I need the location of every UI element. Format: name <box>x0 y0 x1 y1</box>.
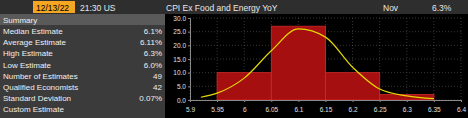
x-tick-mark <box>326 100 327 102</box>
summary-title-bg <box>0 14 165 25</box>
summary-value: 6.0% <box>144 61 162 70</box>
histogram-bar <box>271 26 325 100</box>
x-tick: 6.1 <box>294 100 303 113</box>
summary-label: Qualified Economists <box>3 83 78 92</box>
histogram-bar <box>326 73 380 100</box>
summary-label: Low Estimate <box>3 61 52 70</box>
y-axis: 0.0 5.0 10.0 15.0 20.0 25.0 30.0 <box>173 15 190 104</box>
y-tick-mark <box>188 32 190 33</box>
summary-label: Standard Deviation <box>3 94 71 103</box>
y-axis-line <box>188 19 191 101</box>
y-tick-label: 30.0 <box>173 15 186 22</box>
header-bg <box>0 0 468 14</box>
y-tick-label: 20.0 <box>173 42 186 49</box>
x-tick-label: 6.25 <box>374 106 387 113</box>
x-tick-label: 6.3 <box>403 106 412 113</box>
x-tick-mark <box>407 100 408 102</box>
y-tick: 30.0 <box>173 15 190 22</box>
y-tick: 25.0 <box>173 28 190 35</box>
summary-value: 6.1% <box>144 27 162 36</box>
y-tick-label: 25.0 <box>173 28 186 35</box>
grid-line-x <box>406 18 407 100</box>
x-tick-label: 6 <box>243 106 247 113</box>
summary-value: 6.11% <box>140 38 162 47</box>
x-tick: 5.9 <box>186 100 195 113</box>
y-tick: 10.0 <box>173 69 190 76</box>
x-tick: 6.2 <box>349 100 358 113</box>
x-tick-label: 5.9 <box>186 106 195 113</box>
y-tick-mark <box>188 18 190 19</box>
y-tick-mark <box>188 100 190 101</box>
header-value: 6.3% <box>432 3 452 13</box>
x-tick-mark <box>298 100 299 102</box>
x-tick-mark <box>461 100 462 102</box>
summary-label: Average Estimate <box>3 38 67 47</box>
plot-bg <box>165 14 468 118</box>
x-tick-label: 6.35 <box>428 106 441 113</box>
header-title: CPI Ex Food and Energy YoY <box>166 3 278 13</box>
x-tick-label: 5.95 <box>211 106 224 113</box>
summary-value: 42 <box>153 83 162 92</box>
summary-bg <box>0 14 165 118</box>
x-tick: 6.25 <box>374 100 387 113</box>
y-tick: 20.0 <box>173 42 190 49</box>
x-axis-line <box>191 101 462 103</box>
x-tick-mark <box>271 100 272 102</box>
x-tick-label: 6.15 <box>320 106 333 113</box>
x-tick-mark <box>353 100 354 102</box>
x-tick: 6.35 <box>428 100 441 113</box>
x-tick-mark <box>190 100 191 102</box>
plot-marks <box>201 26 434 100</box>
y-tick-label: 0.0 <box>177 97 186 104</box>
x-tick-mark <box>244 100 245 102</box>
x-tick-mark <box>434 100 435 102</box>
summary-label: Custom Estimate <box>3 105 64 114</box>
header-period: Nov <box>383 3 399 13</box>
x-tick: 6.4 <box>457 100 466 113</box>
y-tick: 5.0 <box>177 83 190 90</box>
y-tick-mark <box>188 73 190 74</box>
summary-value: 49 <box>153 72 162 81</box>
y-tick: 0.0 <box>177 97 190 104</box>
summary-title: Summary <box>3 16 37 25</box>
x-tick: 6 <box>243 100 247 113</box>
header-date-box <box>33 1 75 13</box>
x-tick: 6.15 <box>320 100 333 113</box>
x-tick-mark <box>380 100 381 102</box>
y-tick-label: 10.0 <box>173 69 186 76</box>
x-tick-mark <box>217 100 218 102</box>
grid-line-x <box>461 18 462 100</box>
y-tick-mark <box>188 86 190 87</box>
grid-line-x <box>433 18 434 100</box>
summary-label: Number of Estimates <box>3 72 78 81</box>
histogram-bar <box>217 73 271 100</box>
y-tick-mark <box>188 45 190 46</box>
x-tick: 6.05 <box>265 100 278 113</box>
summary-label: Median Estimate <box>3 27 63 36</box>
summary-value: 6.3% <box>144 49 162 58</box>
y-tick-label: 15.0 <box>173 56 186 63</box>
x-tick-label: 6.2 <box>349 106 358 113</box>
x-tick: 5.95 <box>211 100 224 113</box>
grid <box>190 18 461 100</box>
header-time: 21:30 US <box>80 3 116 13</box>
summary-label: High Estimate <box>3 49 53 58</box>
x-tick-label: 6.4 <box>457 106 466 113</box>
x-tick-label: 6.05 <box>265 106 278 113</box>
x-axis: 5.9 5.95 6 6.05 6.1 6.15 6.2 6.25 6.3 6.35 6.4 <box>186 100 466 113</box>
x-tick: 6.3 <box>403 100 412 113</box>
y-tick-mark <box>188 59 190 60</box>
summary-value: 0.07% <box>139 94 162 103</box>
y-tick-label: 5.0 <box>177 83 186 90</box>
fit-curve <box>201 29 434 99</box>
x-tick-label: 6.1 <box>294 106 303 113</box>
chart-root: 12/13/22 21:30 US CPI Ex Food and Energy Y… <box>0 0 468 118</box>
y-tick: 15.0 <box>173 56 190 63</box>
header-date: 12/13/22 <box>36 3 69 13</box>
